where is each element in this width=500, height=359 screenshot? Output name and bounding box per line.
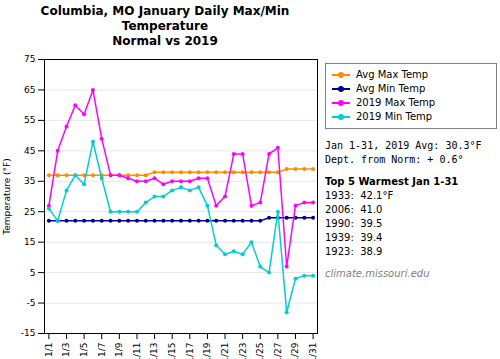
svg-text:1/17: 1/17 [185, 343, 195, 359]
svg-text:25: 25 [24, 207, 35, 217]
svg-text:1/31: 1/31 [308, 343, 318, 359]
html-text:Normal vs 2019: Normal vs 2019 [112, 34, 218, 48]
svg-text:15: 15 [24, 237, 35, 247]
html-text:climate.missouri.edu: climate.missouri.edu [325, 268, 430, 279]
html-text:Avg Min Temp: Avg Min Temp [356, 83, 426, 94]
html-text:1923: 38.9: 1923: 38.9 [325, 246, 383, 257]
html-text:1990: 39.5: 1990: 39.5 [325, 218, 383, 229]
html-text:2006: 41.0: 2006: 41.0 [325, 204, 383, 215]
svg-text:55: 55 [24, 115, 35, 125]
svg-text:Temperature (°F): Temperature (°F) [2, 158, 12, 236]
html-text:2019 Min Temp: 2019 Min Temp [356, 111, 433, 122]
svg-text:-15: -15 [21, 328, 36, 338]
svg-text:45: 45 [24, 146, 35, 156]
svg-text:1/25: 1/25 [255, 343, 265, 359]
html-text:1933: 42.1°F: 1933: 42.1°F [325, 190, 394, 201]
svg-text:1/5: 1/5 [79, 343, 89, 357]
html-text:Avg Max Temp: Avg Max Temp [356, 69, 429, 80]
svg-text:75: 75 [24, 54, 35, 64]
svg-text:1/29: 1/29 [290, 342, 300, 359]
html-text:Columbia, MO January Daily Max: Columbia, MO January Daily Max/Min Tempe… [40, 4, 290, 33]
html-text:Dept. from Norm: + 0.6°: Dept. from Norm: + 0.6° [325, 154, 464, 165]
html-text:Top 5 Warmest Jan 1-31: Top 5 Warmest Jan 1-31 [325, 176, 459, 187]
svg-text:1/19: 1/19 [202, 342, 212, 359]
svg-text:1/11: 1/11 [132, 343, 142, 359]
html-text:Jan 1-31, 2019 Avg: 30.3°F: Jan 1-31, 2019 Avg: 30.3°F [325, 140, 482, 151]
svg-text:1/1: 1/1 [44, 343, 54, 357]
svg-text:65: 65 [24, 85, 35, 95]
svg-text:1/27: 1/27 [273, 343, 283, 359]
svg-text:1/23: 1/23 [238, 343, 248, 359]
svg-text:1/13: 1/13 [149, 343, 159, 359]
svg-text:1/9: 1/9 [114, 342, 124, 357]
svg-text:1/21: 1/21 [220, 343, 230, 359]
svg-text:1/7: 1/7 [97, 343, 107, 357]
html-text:1939: 39.4: 1939: 39.4 [325, 232, 383, 243]
svg-text:35: 35 [24, 176, 35, 186]
svg-text:1/3: 1/3 [61, 343, 71, 357]
html-text:2019 Max Temp: 2019 Max Temp [356, 97, 436, 108]
svg-text:-5: -5 [27, 298, 36, 308]
svg-text:1/15: 1/15 [167, 343, 177, 359]
svg-text:5: 5 [30, 267, 36, 277]
